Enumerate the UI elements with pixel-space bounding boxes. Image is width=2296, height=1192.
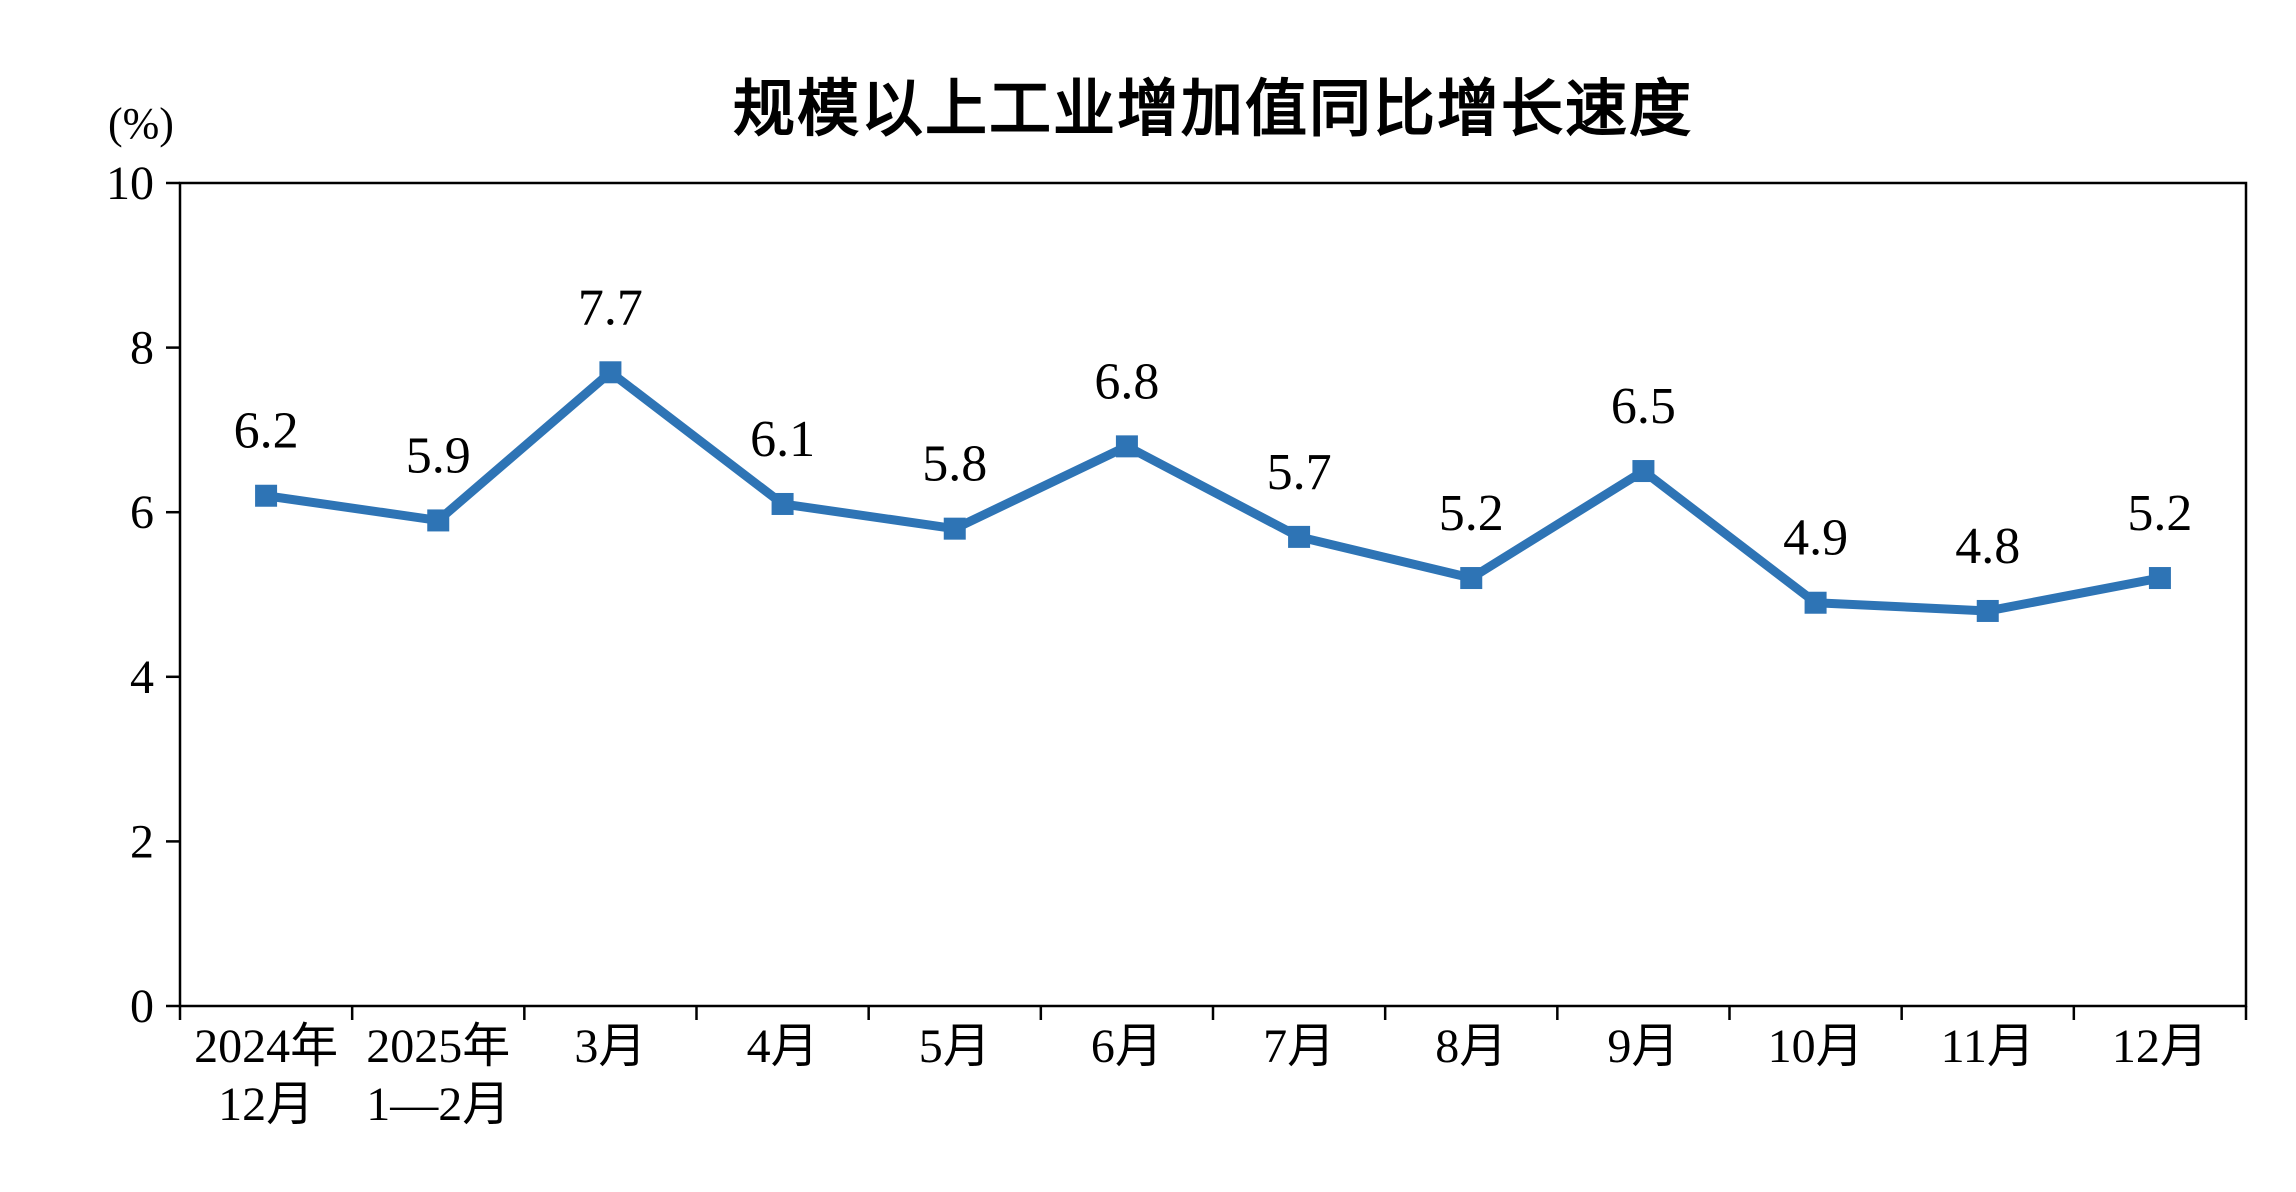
x-tick-label: 2024年 [194, 1020, 338, 1073]
x-tick-label: 11月 [1941, 1020, 2035, 1073]
y-tick-label: 0 [130, 980, 154, 1033]
data-point-marker [771, 492, 794, 515]
chart-title: 规模以上工业增加值同比增长速度 [732, 76, 1693, 144]
x-tick-label: 2025年 [366, 1020, 510, 1073]
data-label: 6.2 [234, 403, 299, 460]
x-tick-label: 10月 [1768, 1020, 1864, 1073]
data-point-marker [427, 509, 450, 532]
y-tick-label: 6 [130, 486, 154, 539]
data-label: 7.7 [578, 279, 643, 336]
x-tick-label: 1—2月 [366, 1078, 510, 1131]
y-tick-label: 8 [130, 322, 154, 375]
y-tick-label: 10 [106, 157, 154, 210]
x-tick-label: 8月 [1435, 1020, 1507, 1073]
data-label: 4.9 [1783, 510, 1848, 567]
plot-border [178, 181, 2248, 1008]
x-tick-label: 5月 [919, 1020, 991, 1073]
data-point-marker [1804, 591, 1827, 614]
data-label: 5.2 [1439, 485, 1504, 542]
data-label: 6.1 [750, 411, 815, 468]
data-point-marker [1115, 435, 1138, 458]
data-label: 5.9 [406, 427, 471, 484]
x-tick-label: 6月 [1091, 1020, 1163, 1073]
y-tick-label: 4 [130, 651, 154, 704]
x-tick-label: 4月 [747, 1020, 819, 1073]
data-label: 5.2 [2127, 485, 2192, 542]
data-point-marker [599, 361, 622, 384]
y-axis-unit-label: (%) [108, 99, 174, 148]
data-point-marker [1460, 567, 1483, 590]
x-tick-label: 7月 [1263, 1020, 1335, 1073]
data-point-marker [255, 484, 278, 507]
y-tick-label: 2 [130, 815, 154, 868]
data-label: 5.7 [1267, 444, 1332, 501]
data-point-marker [943, 517, 966, 540]
data-label: 6.8 [1094, 353, 1159, 410]
x-tick-label: 3月 [574, 1020, 646, 1073]
data-point-marker [1632, 460, 1655, 483]
x-tick-label: 9月 [1607, 1020, 1679, 1073]
data-point-marker [1288, 525, 1311, 548]
series-line [261, 367, 2165, 616]
x-tick-label: 12月 [218, 1078, 314, 1131]
data-label: 5.8 [922, 436, 987, 493]
data-point-marker [2148, 567, 2171, 590]
data-point-marker [1976, 599, 1999, 622]
data-label: 6.5 [1611, 378, 1676, 435]
data-label: 4.8 [1955, 518, 2020, 575]
x-tick-label: 12月 [2112, 1020, 2208, 1073]
